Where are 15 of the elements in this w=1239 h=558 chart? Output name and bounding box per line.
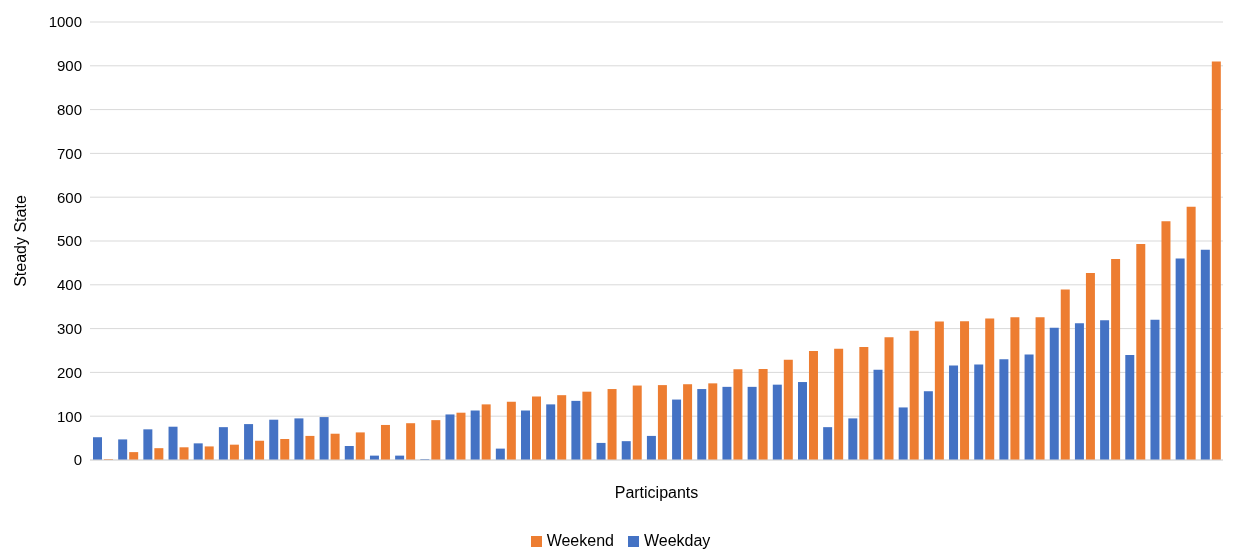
y-tick-label: 400 <box>56 276 82 294</box>
y-tick-label: 100 <box>56 407 82 425</box>
y-tick-label: 800 <box>56 100 82 118</box>
y-tick-label: 1000 <box>48 13 82 31</box>
y-tick-label: 300 <box>56 319 82 337</box>
y-tick-label: 0 <box>73 451 82 469</box>
y-tick-label: 600 <box>56 188 82 206</box>
y-tick-label: 900 <box>56 57 82 75</box>
y-tick-label: 700 <box>56 144 82 162</box>
y-tick-label: 200 <box>56 363 82 381</box>
legend-label: Weekday <box>643 532 711 550</box>
legend-label: Weekend <box>546 532 614 550</box>
y-tick-label: 500 <box>56 232 82 250</box>
x-axis-title: Participants <box>614 484 699 501</box>
y-axis-title: Steady State <box>11 195 29 287</box>
